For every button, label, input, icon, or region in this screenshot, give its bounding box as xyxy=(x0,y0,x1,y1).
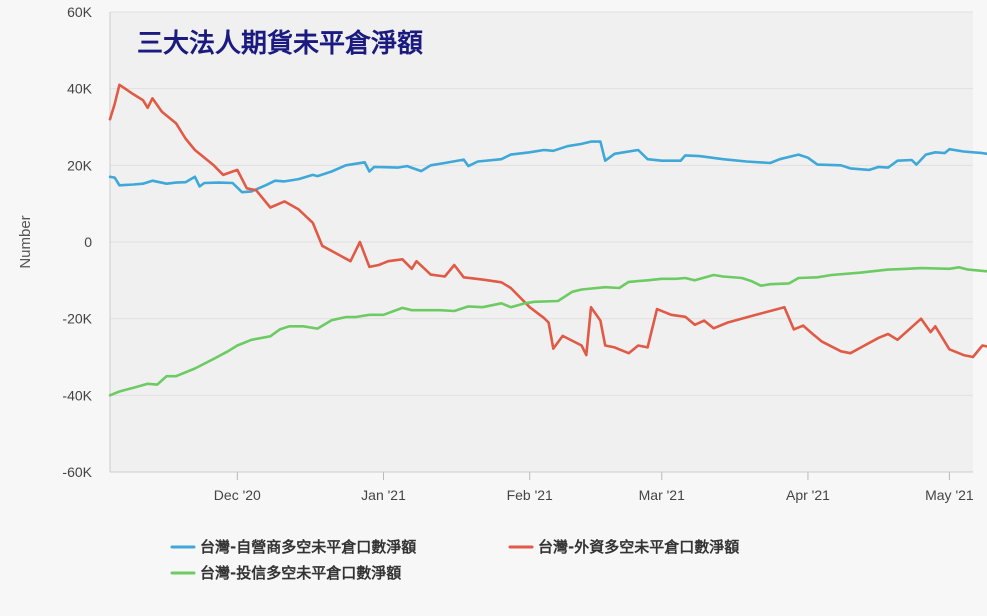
x-tick-label: May '21 xyxy=(925,487,974,503)
legend-label: 台灣-自營商多空未平倉口數淨額 xyxy=(200,538,416,556)
y-tick-label: 60K xyxy=(67,4,93,20)
x-tick-label: Jan '21 xyxy=(361,487,406,503)
x-axis: Dec '20 Jan '21 Feb '21 Mar '21 Apr '21 May '… xyxy=(214,472,974,503)
series-line-1 xyxy=(108,140,987,194)
series-line-3 xyxy=(108,266,987,397)
y-tick-label: 0 xyxy=(84,234,92,250)
series-line-2 xyxy=(108,83,987,359)
x-tick-label: Mar '21 xyxy=(639,487,685,503)
legend-label: 台灣-投信多空未平倉口數淨額 xyxy=(200,564,401,582)
y-tick-label: 20K xyxy=(67,157,93,173)
series-lines xyxy=(108,83,987,397)
y-tick-label: 40K xyxy=(67,81,93,97)
chart-title: 三大法人期貨未平倉淨額 xyxy=(137,28,423,59)
legend: 台灣-自營商多空未平倉口數淨額 台灣-外資多空未平倉口數淨額台灣-投信多空未平倉口… xyxy=(170,538,739,582)
y-axis: 60K 40K 20K 0 -20K -40K -60K xyxy=(62,4,92,480)
y-tick-label: -40K xyxy=(62,387,92,403)
y-axis-title: Number xyxy=(17,215,34,268)
x-tick-label: Dec '20 xyxy=(214,487,261,503)
legend-label: 台灣-外資多空未平倉口數淨額 xyxy=(538,538,739,556)
x-tick-label: Feb '21 xyxy=(507,487,553,503)
y-tick-label: -60K xyxy=(62,464,92,480)
y-tick-label: -20K xyxy=(62,311,92,327)
x-tick-label: Apr '21 xyxy=(786,487,830,503)
